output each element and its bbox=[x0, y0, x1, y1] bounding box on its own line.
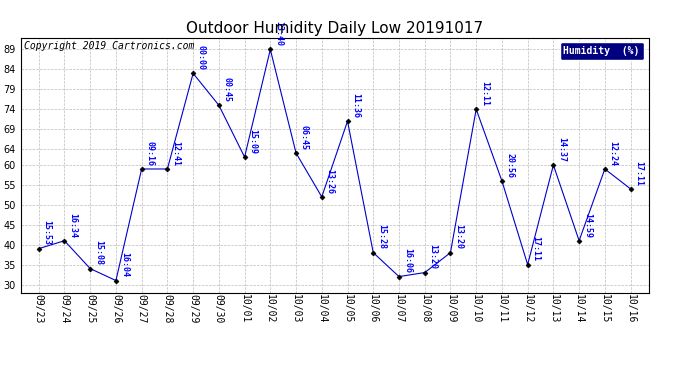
Text: 00:45: 00:45 bbox=[223, 77, 232, 102]
Text: 13:20: 13:20 bbox=[428, 244, 437, 269]
Text: 09:16: 09:16 bbox=[146, 141, 155, 166]
Text: 16:04: 16:04 bbox=[120, 252, 129, 278]
Text: 14:37: 14:37 bbox=[558, 137, 566, 162]
Text: 15:09: 15:09 bbox=[248, 129, 257, 154]
Text: 15:53: 15:53 bbox=[43, 220, 52, 246]
Title: Outdoor Humidity Daily Low 20191017: Outdoor Humidity Daily Low 20191017 bbox=[186, 21, 483, 36]
Text: 17:11: 17:11 bbox=[634, 161, 644, 186]
Text: 13:40: 13:40 bbox=[274, 21, 283, 46]
Text: 15:28: 15:28 bbox=[377, 225, 386, 249]
Text: 00:00: 00:00 bbox=[197, 45, 206, 70]
Text: 13:26: 13:26 bbox=[326, 169, 335, 194]
Text: 06:45: 06:45 bbox=[300, 125, 309, 150]
Text: 13:20: 13:20 bbox=[454, 225, 463, 249]
Text: 16:34: 16:34 bbox=[68, 213, 77, 237]
Text: 12:11: 12:11 bbox=[480, 81, 489, 106]
Text: Copyright 2019 Cartronics.com: Copyright 2019 Cartronics.com bbox=[24, 41, 194, 51]
Text: 14:59: 14:59 bbox=[583, 213, 592, 237]
Text: 16:06: 16:06 bbox=[403, 248, 412, 273]
Text: 11:36: 11:36 bbox=[351, 93, 360, 118]
Text: 20:56: 20:56 bbox=[506, 153, 515, 178]
Text: 17:11: 17:11 bbox=[531, 236, 540, 261]
Legend: Humidity  (%): Humidity (%) bbox=[560, 42, 644, 60]
Text: 12:24: 12:24 bbox=[609, 141, 618, 166]
Text: 15:08: 15:08 bbox=[94, 240, 103, 266]
Text: 12:41: 12:41 bbox=[171, 141, 180, 166]
